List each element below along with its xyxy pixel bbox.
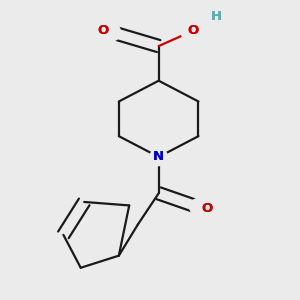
Text: N: N (153, 150, 164, 163)
Circle shape (150, 148, 167, 166)
Text: O: O (188, 24, 199, 37)
Text: O: O (98, 24, 109, 37)
Text: H: H (210, 10, 221, 23)
Text: O: O (202, 202, 213, 215)
Circle shape (190, 199, 207, 216)
Text: N: N (153, 150, 164, 163)
Text: H: H (210, 10, 221, 23)
Circle shape (103, 24, 121, 41)
Circle shape (206, 10, 223, 27)
Text: O: O (98, 24, 109, 37)
Text: O: O (202, 202, 213, 215)
Circle shape (181, 24, 199, 41)
Text: O: O (188, 24, 199, 37)
